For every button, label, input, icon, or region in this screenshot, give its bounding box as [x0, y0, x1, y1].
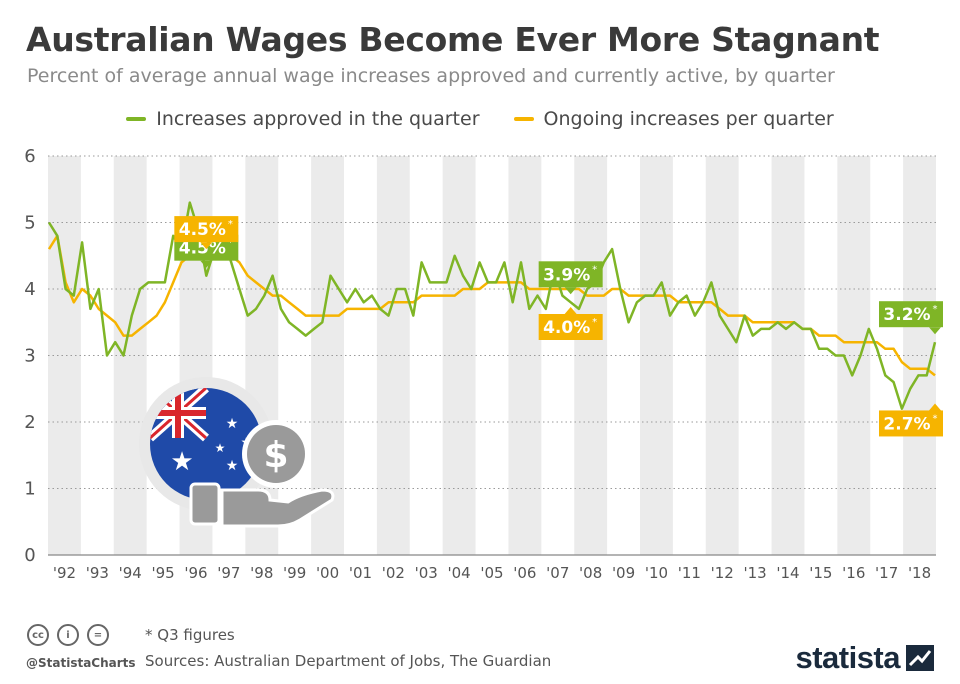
- callout-asterisk: *: [592, 317, 597, 328]
- legend-label-approved: Increases approved in the quarter: [156, 108, 480, 130]
- x-tick-label: '06: [513, 564, 536, 582]
- footnote: * Q3 figures: [145, 626, 235, 644]
- callout-box: [879, 410, 943, 437]
- callout-pointer: [564, 307, 577, 314]
- callout-label: 3.9%: [543, 265, 590, 285]
- attribution-icon[interactable]: i: [57, 624, 79, 646]
- callout-box: [879, 301, 943, 328]
- svg-text:★: ★: [226, 458, 239, 474]
- sources: Sources: Australian Department of Jobs, …: [145, 652, 552, 670]
- flag-money-hand-icon: ★ ★ ★ ★ ★ $: [139, 377, 335, 528]
- y-tick-label: 4: [24, 279, 35, 300]
- callout-box: [538, 314, 603, 340]
- svg-text:★: ★: [215, 441, 226, 455]
- callout-asterisk: *: [228, 219, 233, 230]
- year-band: [508, 156, 542, 555]
- x-tick-label: '01: [349, 564, 372, 582]
- legend: Increases approved in the quarter Ongoin…: [0, 108, 960, 130]
- annotation-callout: 2.7% *: [879, 403, 943, 437]
- callout-label: 3.2%: [883, 305, 930, 325]
- twitter-handle[interactable]: @StatistaCharts: [26, 656, 136, 670]
- callout-pointer: [200, 260, 213, 268]
- x-tick-label: '16: [842, 564, 865, 582]
- y-tick-label: 6: [24, 146, 35, 167]
- svg-text:★: ★: [170, 447, 193, 477]
- callout-label: 4.0%: [543, 318, 590, 338]
- x-tick-label: '11: [678, 564, 701, 582]
- x-tick-label: '96: [184, 564, 207, 582]
- legend-swatch-orange: [513, 117, 534, 121]
- callout-asterisk: *: [228, 238, 233, 249]
- annotation-callout: 4.0% *: [538, 307, 603, 340]
- callout-label: 4.5%: [179, 220, 226, 240]
- license-icons: cc i =: [27, 624, 109, 646]
- svg-text:$: $: [263, 435, 288, 476]
- x-tick-label: '95: [152, 564, 175, 582]
- callout-pointer: [200, 242, 213, 250]
- callout-pointer: [929, 403, 941, 411]
- x-tick-label: '07: [546, 564, 569, 582]
- annotation-callout: 4.5% *: [174, 216, 239, 250]
- x-axis-ticks: '92 '93 '94 '95 '96 '97 '98 '99 '00 '01 '02 '03 '04 '…: [53, 564, 931, 582]
- x-tick-label: '17: [875, 564, 898, 582]
- x-tick-label: '10: [645, 564, 668, 582]
- callout-label: 2.7%: [883, 414, 930, 434]
- x-tick-label: '15: [809, 564, 832, 582]
- x-tick-label: '05: [480, 564, 503, 582]
- x-tick-label: '02: [382, 564, 405, 582]
- callout-asterisk: *: [592, 264, 597, 275]
- svg-text:★: ★: [226, 416, 239, 432]
- annotation-callout: 3.2% *: [879, 301, 943, 335]
- legend-item-ongoing: Ongoing increases per quarter: [513, 108, 834, 130]
- annotation-callout: 3.9% *: [538, 261, 603, 295]
- year-band: [442, 156, 476, 555]
- x-tick-label: '04: [448, 564, 471, 582]
- y-axis-ticks: 0 1 2 3 4 5 6: [24, 146, 35, 566]
- brand-name: statista: [795, 640, 900, 675]
- x-tick-label: '13: [744, 564, 767, 582]
- x-tick-label: '03: [415, 564, 438, 582]
- callout-pointer: [929, 327, 941, 335]
- x-tick-label: '99: [283, 564, 306, 582]
- y-tick-label: 2: [24, 412, 35, 433]
- x-tick-label: '12: [711, 564, 734, 582]
- legend-swatch-green: [126, 117, 147, 121]
- x-tick-label: '93: [86, 564, 109, 582]
- x-tick-label: '92: [53, 564, 76, 582]
- callout-box: [174, 216, 239, 243]
- statista-logo-icon: [906, 645, 934, 671]
- callout-asterisk: *: [933, 413, 938, 424]
- y-tick-label: 5: [24, 213, 35, 234]
- callout-pointer: [564, 287, 577, 295]
- x-tick-label: '97: [217, 564, 240, 582]
- x-tick-label: '14: [776, 564, 799, 582]
- x-tick-label: '18: [908, 564, 931, 582]
- gridlines: [48, 155, 936, 556]
- y-tick-label: 1: [24, 479, 35, 500]
- callout-label: 4.5%: [179, 239, 226, 259]
- chart-title: Australian Wages Become Ever More Stagna…: [26, 20, 880, 59]
- x-tick-label: '98: [250, 564, 273, 582]
- chart-subtitle: Percent of average annual wage increases…: [27, 65, 835, 87]
- statista-logo[interactable]: statista: [795, 640, 934, 676]
- no-derivatives-icon[interactable]: =: [87, 624, 109, 646]
- annotations: 4.5% *4.5% *3.9% *4.0% * 3.2% *2.7% *: [174, 216, 943, 437]
- x-tick-label: '00: [316, 564, 339, 582]
- x-tick-label: '08: [579, 564, 602, 582]
- callout-asterisk: *: [933, 304, 938, 315]
- y-tick-label: 3: [24, 346, 35, 367]
- x-tick-label: '94: [119, 564, 142, 582]
- x-tick-label: '09: [612, 564, 635, 582]
- legend-item-approved: Increases approved in the quarter: [126, 108, 480, 130]
- creative-commons-icon[interactable]: cc: [27, 624, 49, 646]
- callout-box: [538, 261, 603, 288]
- y-tick-label: 0: [24, 545, 35, 566]
- legend-label-ongoing: Ongoing increases per quarter: [543, 108, 834, 130]
